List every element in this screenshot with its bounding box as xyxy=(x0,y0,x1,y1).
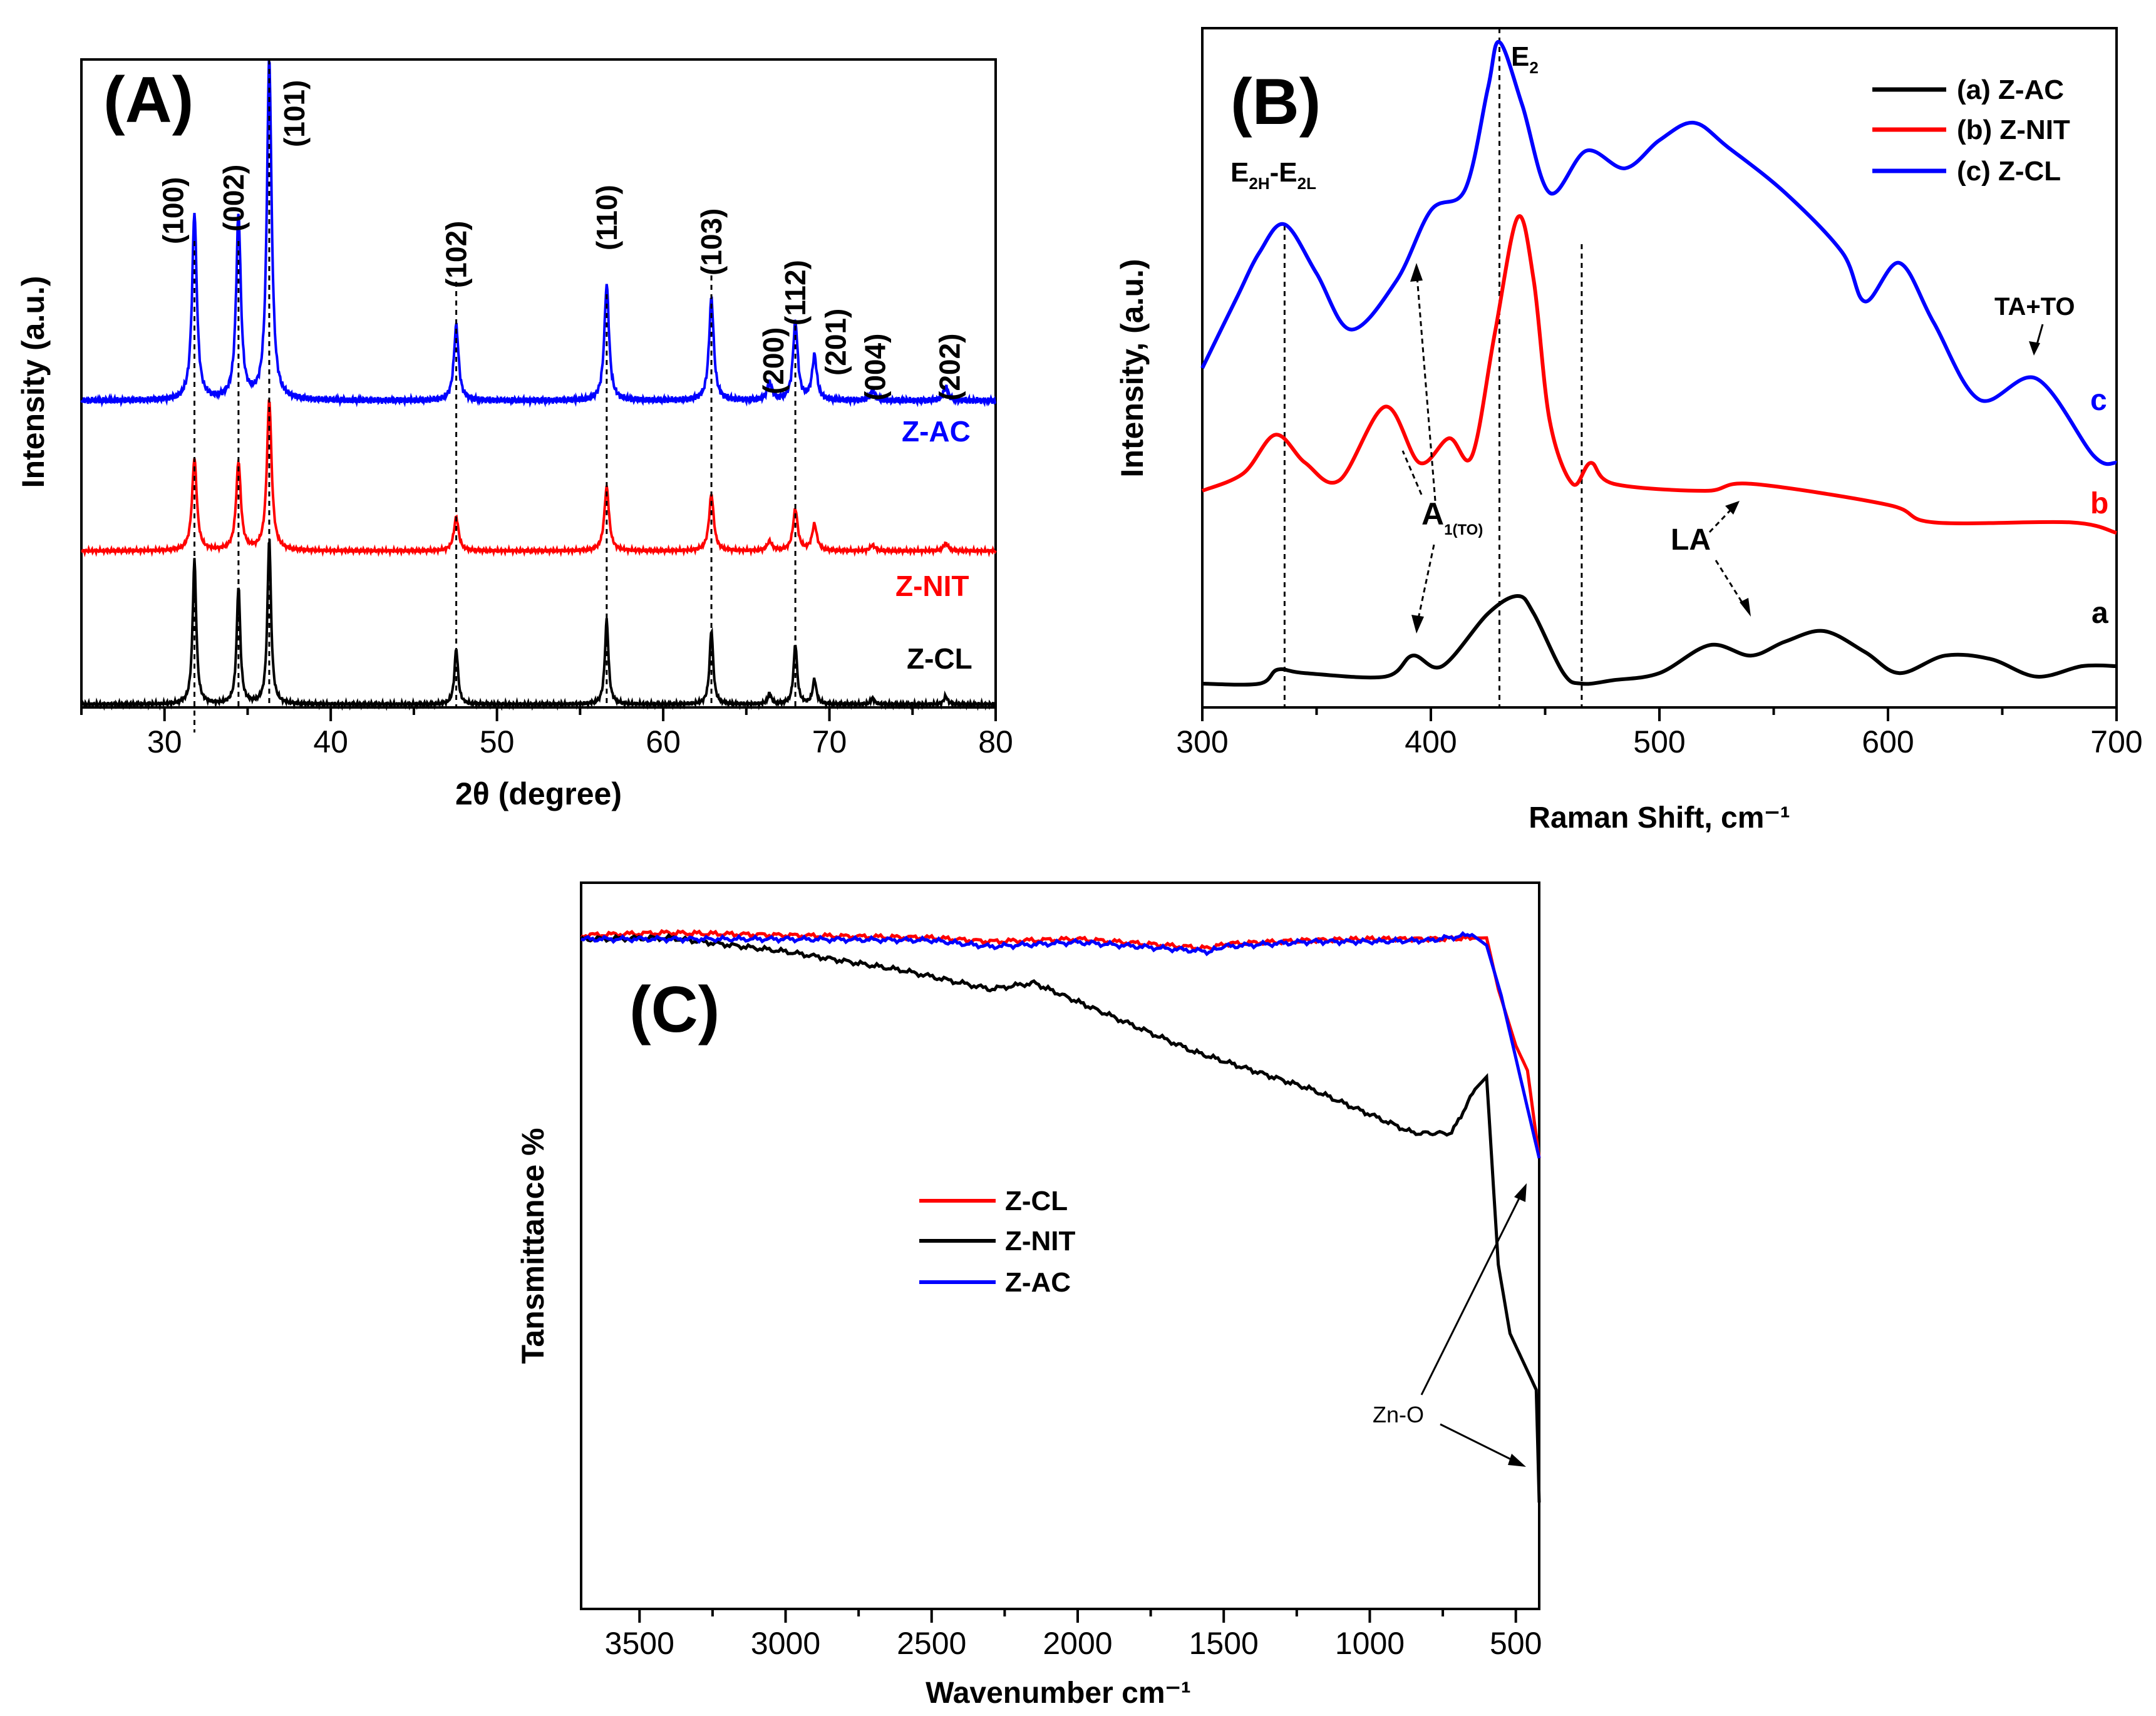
raman-panel: 300 400 500 600 700 (B) (a) Z-AC (b) Z-NIT (… xyxy=(1115,27,2143,835)
zn-o-annotation: Zn-O xyxy=(1373,1402,1424,1427)
raman-x-tick-label: 400 xyxy=(1405,724,1457,759)
a1-arrow-middle xyxy=(1401,450,1423,495)
xrd-x-tick-label: 80 xyxy=(978,724,1013,759)
ftir-x-tick-label: 1500 xyxy=(1189,1626,1259,1661)
a1-arrow-down xyxy=(1415,544,1435,628)
xrd-series-z-nit xyxy=(81,399,997,558)
la-arrow-down xyxy=(1715,560,1748,611)
xrd-hkl-label: (004) xyxy=(859,334,892,401)
raman-reference-lines xyxy=(1283,28,1583,707)
e2h-e2l-annotation: E2H-E2L xyxy=(1230,157,1316,193)
xrd-x-tick-label: 40 xyxy=(313,724,348,759)
xrd-hkl-label: (110) xyxy=(591,185,623,250)
legend-label-ftir-z-ac: Z-AC xyxy=(1005,1267,1071,1298)
raman-series-z-ac xyxy=(1202,593,2117,687)
xrd-x-tick-label: 60 xyxy=(646,724,681,759)
ftir-series-z-nit xyxy=(580,933,1541,1503)
xrd-hkl-labels: (100) (002) (101) (102) (110) (103) (200)(112)… xyxy=(157,80,966,401)
ftir-x-tick-label: 1000 xyxy=(1335,1626,1405,1661)
a1-arrowhead-down xyxy=(1411,615,1424,634)
ftir-x-tick-label: 2500 xyxy=(897,1626,966,1661)
xrd-hkl-label: (100) xyxy=(157,177,190,244)
xrd-hkl-label: (201) xyxy=(820,309,852,376)
xrd-hkl-label: (112) xyxy=(779,260,812,326)
zn-o-arrowhead-down xyxy=(1508,1454,1526,1467)
xrd-y-axis-label: Intensity (a.u.) xyxy=(16,276,51,488)
e2-annotation: E2 xyxy=(1511,41,1539,77)
xrd-panel: 30 40 50 60 70 80 (100) (002)(101)(102)(110) (1… xyxy=(16,58,1013,811)
legend-label-z-nit: (b) Z-NIT xyxy=(1957,115,2070,145)
xrd-x-tick-label: 30 xyxy=(147,724,182,759)
legend-label-z-cl: (c) Z-CL xyxy=(1957,156,2061,187)
la-arrowhead-up xyxy=(1725,501,1740,515)
xrd-curve-label-z-nit: Z-NIT xyxy=(895,570,969,602)
legend-label-ftir-z-nit: Z-NIT xyxy=(1005,1226,1076,1256)
ftir-y-axis-label: Tansmittance % xyxy=(515,1128,550,1364)
xrd-reference-lines xyxy=(193,59,797,732)
xrd-hkl-label: (103) xyxy=(695,208,728,275)
ftir-x-tick-label: 3000 xyxy=(751,1626,820,1661)
xrd-series-z-ac xyxy=(80,60,997,408)
raman-curve-letter-a: a xyxy=(2092,597,2108,630)
ftir-panel: 3500 3000 2500 2000 1500 1000 500 (C) Z-CL Z-N… xyxy=(515,881,1542,1710)
xrd-hkl-label: (101) xyxy=(278,80,311,147)
ftir-plot-frame xyxy=(580,881,1540,1610)
xrd-hkl-label: (102) xyxy=(440,221,473,288)
la-annotation: LA xyxy=(1671,523,1711,557)
ftir-x-ticks: 3500 3000 2500 2000 1500 1000 500 xyxy=(605,1609,1542,1661)
raman-x-tick-label: 300 xyxy=(1176,724,1228,759)
xrd-curves xyxy=(80,60,997,711)
legend-label-ftir-z-cl: Z-CL xyxy=(1005,1186,1068,1216)
zn-o-arrows xyxy=(1420,1183,1527,1467)
xrd-hkl-label: (002) xyxy=(217,165,250,232)
raman-y-axis-label: Intensity, (a.u.) xyxy=(1115,259,1150,477)
zn-o-arrow-down xyxy=(1440,1423,1519,1464)
xrd-series-z-cl xyxy=(80,538,997,711)
zn-o-arrowhead-up xyxy=(1514,1183,1527,1202)
raman-x-tick-label: 700 xyxy=(2090,724,2142,759)
panel-a-label: (A) xyxy=(103,64,193,136)
raman-x-ticks: 300 400 500 600 700 xyxy=(1176,707,2143,759)
ta-to-arrowhead xyxy=(2029,341,2040,356)
xrd-x-ticks: 30 40 50 60 70 80 xyxy=(80,707,1013,759)
ta-to-annotation: TA+TO xyxy=(1994,293,2075,321)
xrd-curve-label-z-cl: Z-CL xyxy=(907,642,972,675)
raman-x-tick-label: 600 xyxy=(1862,724,1914,759)
zn-o-arrow-up xyxy=(1420,1190,1524,1395)
a1-arrowhead-up xyxy=(1410,263,1423,282)
panel-c-label: (C) xyxy=(629,974,720,1046)
xrd-x-tick-label: 70 xyxy=(812,724,847,759)
ftir-series-z-ac xyxy=(580,931,1541,1159)
raman-x-axis-label: Raman Shift, cm⁻¹ xyxy=(1529,801,1790,835)
xrd-x-axis-label: 2θ (degree) xyxy=(455,776,622,811)
ftir-x-tick-label: 2000 xyxy=(1043,1626,1112,1661)
raman-x-tick-label: 500 xyxy=(1633,724,1685,759)
la-arrowhead-down xyxy=(1740,598,1751,617)
xrd-curve-label-z-ac: Z-AC xyxy=(902,415,971,448)
xrd-x-tick-label: 50 xyxy=(480,724,515,759)
ftir-x-axis-label: Wavenumber cm⁻¹ xyxy=(926,1677,1191,1710)
legend-label-z-ac: (a) Z-AC xyxy=(1957,74,2064,105)
raman-series-z-cl xyxy=(1200,40,2117,466)
ftir-legend: Z-CL Z-NIT Z-AC xyxy=(919,1186,1076,1298)
a1-to-annotation: A1(TO) xyxy=(1421,496,1483,538)
xrd-hkl-label: (200) xyxy=(757,327,790,394)
raman-curves xyxy=(1200,40,2117,687)
a1-arrow-up xyxy=(1415,269,1436,501)
raman-series-z-nit xyxy=(1201,214,2117,535)
xrd-hkl-label: (202) xyxy=(933,334,966,401)
raman-curve-letter-b: b xyxy=(2090,487,2108,520)
ftir-x-tick-label: 3500 xyxy=(605,1626,674,1661)
raman-curve-letter-c: c xyxy=(2090,384,2107,417)
raman-legend: (a) Z-AC (b) Z-NIT (c) Z-CL xyxy=(1872,74,2070,187)
ftir-curves xyxy=(580,928,1541,1503)
ftir-x-tick-label: 500 xyxy=(1490,1626,1542,1661)
raman-arrowheads xyxy=(1410,263,2040,634)
panel-b-label: (B) xyxy=(1230,66,1321,138)
